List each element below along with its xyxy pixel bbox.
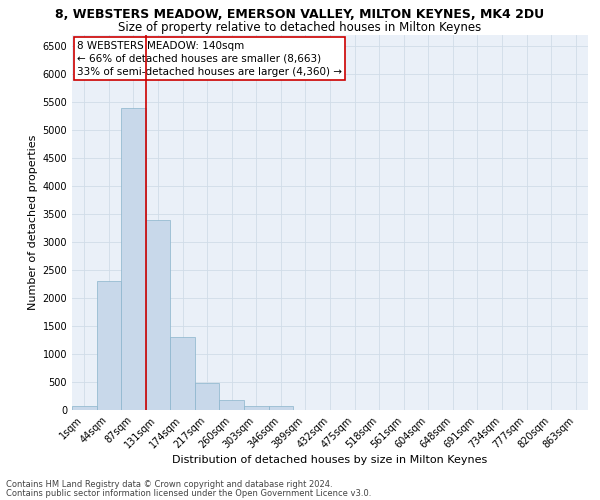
X-axis label: Distribution of detached houses by size in Milton Keynes: Distribution of detached houses by size … <box>172 456 488 466</box>
Text: 8 WEBSTERS MEADOW: 140sqm
← 66% of detached houses are smaller (8,663)
33% of se: 8 WEBSTERS MEADOW: 140sqm ← 66% of detac… <box>77 40 342 77</box>
Bar <box>244 406 269 410</box>
Bar <box>121 108 146 410</box>
Y-axis label: Number of detached properties: Number of detached properties <box>28 135 38 310</box>
Bar <box>269 406 293 410</box>
Text: Contains public sector information licensed under the Open Government Licence v3: Contains public sector information licen… <box>6 488 371 498</box>
Bar <box>97 282 121 410</box>
Text: Contains HM Land Registry data © Crown copyright and database right 2024.: Contains HM Land Registry data © Crown c… <box>6 480 332 489</box>
Text: 8, WEBSTERS MEADOW, EMERSON VALLEY, MILTON KEYNES, MK4 2DU: 8, WEBSTERS MEADOW, EMERSON VALLEY, MILT… <box>55 8 545 20</box>
Bar <box>72 406 97 410</box>
Bar <box>146 220 170 410</box>
Bar <box>195 383 220 410</box>
Text: Size of property relative to detached houses in Milton Keynes: Size of property relative to detached ho… <box>118 21 482 34</box>
Bar <box>220 400 244 410</box>
Bar <box>170 337 195 410</box>
